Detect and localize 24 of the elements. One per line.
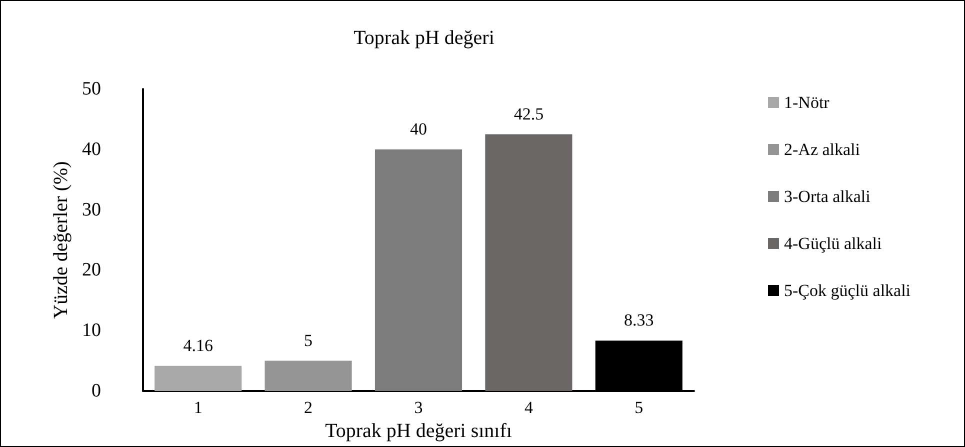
x-tick-label: 4 [524, 398, 534, 417]
legend-label: 3-Orta alkali [784, 187, 871, 206]
legend-label: 5-Çok güçlü alkali [784, 281, 911, 300]
data-label: 8.33 [624, 310, 654, 330]
y-tick-label: 10 [82, 320, 101, 342]
x-tick-label: 5 [634, 398, 644, 417]
data-label: 4.16 [183, 336, 213, 355]
x-axis-title: Toprak pH değeri sınıfı [325, 420, 512, 442]
y-tick-label: 40 [82, 138, 101, 160]
legend-label: 1-Nötr [784, 93, 830, 112]
data-label: 40 [410, 119, 427, 138]
x-tick-label: 3 [414, 398, 423, 417]
y-tick-label: 20 [82, 260, 101, 281]
legend-label: 4-Güçlü alkali [784, 234, 882, 253]
chart-title: Toprak pH değeri [354, 27, 495, 49]
y-tick-label: 50 [82, 78, 101, 100]
data-label: 5 [304, 330, 313, 350]
y-tick-label: 0 [92, 380, 101, 402]
y-axis-title: Yüzde değerler (%) [50, 161, 72, 319]
x-tick-label: 2 [304, 398, 313, 417]
y-tick-label: 30 [82, 199, 101, 220]
data-label: 42.5 [514, 104, 544, 124]
x-tick-label: 1 [194, 398, 202, 417]
legend-label: 2-Az alkali [784, 140, 860, 159]
